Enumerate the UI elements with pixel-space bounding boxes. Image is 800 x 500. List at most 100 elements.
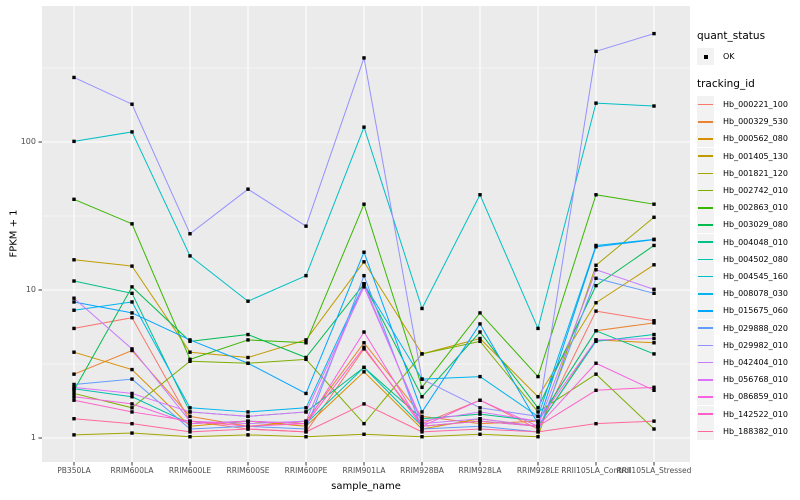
x-axis-title: sample_name — [331, 481, 401, 492]
data-point — [594, 49, 598, 54]
legend-key-line — [697, 233, 714, 251]
legend-item-label: Hb_008078_030 — [723, 289, 788, 299]
data-point — [304, 355, 308, 360]
data-point — [246, 332, 250, 337]
data-point — [188, 410, 192, 414]
point-icon — [704, 55, 708, 59]
data-point — [652, 388, 656, 393]
data-point — [246, 419, 250, 423]
data-point — [652, 341, 656, 345]
legend-item-label: Hb_056768_010 — [723, 375, 788, 385]
data-point — [478, 419, 482, 423]
data-point — [72, 372, 76, 376]
data-point — [72, 300, 76, 304]
data-point — [72, 279, 76, 283]
x-tick-label: RRII105LA_Control — [561, 466, 631, 475]
data-point — [362, 345, 366, 350]
data-point — [72, 296, 76, 300]
line-swatch-icon — [698, 361, 713, 364]
data-point — [652, 319, 656, 323]
data-point — [594, 268, 598, 272]
data-point — [188, 430, 192, 434]
data-point — [304, 341, 308, 345]
data-point — [420, 352, 424, 356]
data-point — [246, 433, 250, 437]
data-point — [652, 321, 656, 325]
data-point — [130, 347, 134, 351]
data-point — [304, 430, 308, 434]
legend-item-label: Hb_001405_130 — [723, 151, 788, 161]
legend-item-label: Hb_029982_010 — [723, 340, 788, 350]
data-point — [188, 254, 192, 258]
line-swatch-icon — [698, 224, 713, 226]
data-point — [72, 391, 76, 396]
x-tick-label: RRII105LA_Stressed — [616, 466, 692, 475]
x-tick-label: RRIM928LE — [516, 466, 560, 475]
line-swatch-icon — [698, 189, 713, 192]
data-point — [420, 417, 424, 421]
data-point — [478, 410, 482, 414]
data-point — [188, 359, 192, 363]
data-point — [246, 299, 250, 303]
data-point — [72, 350, 76, 354]
data-point — [478, 311, 482, 315]
data-point — [478, 193, 482, 197]
data-point — [246, 427, 250, 431]
data-point — [652, 352, 656, 356]
data-point — [246, 361, 250, 365]
data-point — [362, 202, 366, 206]
data-point — [362, 330, 366, 334]
line-swatch-icon — [698, 310, 713, 312]
data-point — [420, 435, 424, 439]
data-point — [130, 410, 134, 414]
data-point — [420, 395, 424, 399]
data-point — [536, 406, 540, 410]
data-point — [420, 377, 424, 381]
data-point — [536, 427, 540, 431]
data-point — [594, 338, 598, 342]
data-point — [72, 395, 76, 399]
legend-key-line — [697, 285, 714, 303]
legend-key-point — [697, 48, 714, 65]
legend-key-line — [697, 147, 714, 165]
legend-item-label: OK — [723, 52, 735, 61]
data-point — [130, 367, 134, 372]
legend-key-line — [697, 182, 714, 199]
data-point — [594, 361, 598, 365]
data-point — [652, 31, 656, 36]
data-point — [536, 410, 540, 414]
line-swatch-icon — [698, 172, 713, 175]
data-point — [536, 395, 540, 399]
data-point — [362, 341, 366, 345]
data-point — [362, 273, 366, 278]
data-point — [652, 263, 656, 267]
data-point — [188, 232, 192, 236]
data-point — [478, 406, 482, 410]
data-point — [362, 432, 366, 436]
legend-item-label: Hb_004545_160 — [723, 272, 788, 281]
data-point — [130, 222, 134, 226]
data-point — [304, 435, 308, 439]
data-point — [246, 414, 250, 419]
legend-key-line — [697, 199, 714, 217]
data-point — [478, 412, 482, 416]
data-point — [478, 322, 482, 326]
legend-item-label: Hb_000562_080 — [723, 134, 788, 144]
data-point — [188, 427, 192, 431]
data-point — [420, 306, 424, 311]
y-axis-title: FPKM + 1 — [8, 209, 20, 258]
legend-key-line — [697, 96, 714, 113]
data-point — [130, 406, 134, 410]
data-point — [72, 398, 76, 402]
data-point — [304, 410, 308, 414]
data-point — [594, 301, 598, 305]
data-point — [72, 258, 76, 262]
data-point — [188, 338, 192, 342]
data-point — [536, 421, 540, 426]
data-point — [420, 410, 424, 414]
y-tick-label: 1 — [30, 433, 36, 442]
data-point — [246, 187, 250, 191]
data-point — [594, 388, 598, 393]
legend-key-line — [697, 354, 714, 371]
legend-item-label: Hb_000329_530 — [723, 117, 788, 127]
